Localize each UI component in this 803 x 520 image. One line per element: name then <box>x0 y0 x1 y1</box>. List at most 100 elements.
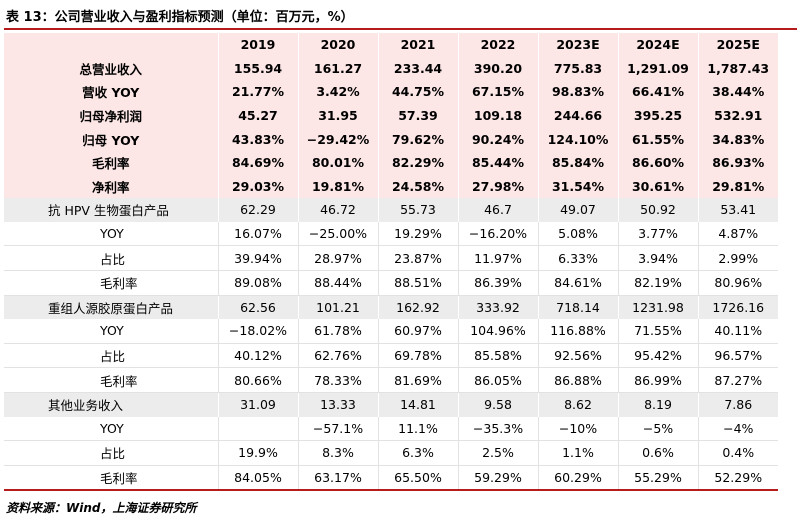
segment-detail-row: YOY 16.07% −25.00% 19.29% −16.20% 5.08% 3.77% 4… <box>4 221 778 247</box>
row-label: 净利率 <box>4 174 219 199</box>
row-label: 占比 <box>4 245 219 271</box>
segment-detail-row: 占比 39.94% 28.97% 23.87% 11.97% 6.33% 3.94% 2.99… <box>4 245 778 271</box>
forecast-table: 2019 2020 2021 2022 2023E 2024E 2025E 总营… <box>4 33 778 492</box>
table-cell: 40.12% <box>218 343 299 369</box>
table-cell: 85.84% <box>538 150 619 175</box>
table-cell: 0.4% <box>698 440 778 466</box>
header-cell: 2025E <box>698 33 778 57</box>
table-cell: 31.95 <box>298 103 379 128</box>
table-cell: 29.03% <box>218 174 299 199</box>
table-cell: 86.39% <box>458 270 539 296</box>
row-label: 毛利率 <box>4 150 219 175</box>
row-label: 毛利率 <box>4 367 219 393</box>
table-cell: 44.75% <box>378 80 459 104</box>
table-cell: 11.97% <box>458 245 539 271</box>
table-cell: 81.69% <box>378 367 459 393</box>
segment-row: 抗 HPV 生物蛋白产品 62.29 46.72 55.73 46.7 49.07 50.9… <box>4 198 778 222</box>
table-cell: 21.77% <box>218 80 299 104</box>
source-note: 资料来源：Wind，上海证券研究所 <box>6 501 197 515</box>
header-cell: 2022 <box>458 33 539 57</box>
table-cell: 1726.16 <box>698 295 778 320</box>
table-cell: 1,787.43 <box>698 56 778 81</box>
table-cell: 39.94% <box>218 245 299 271</box>
segment-detail-row: YOY −18.02% 61.78% 60.97% 104.96% 116.88% 71.5… <box>4 319 778 344</box>
table-cell: 13.33 <box>298 392 379 417</box>
summary-row: 总营业收入 155.94 161.27 233.44 390.20 775.83 1,291… <box>4 56 778 81</box>
table-cell: 161.27 <box>298 56 379 81</box>
table-cell: 86.99% <box>618 367 699 393</box>
table-cell: 2.99% <box>698 245 778 271</box>
table-cell: 60.29% <box>538 465 619 492</box>
row-label: 占比 <box>4 343 219 369</box>
table-cell: −16.20% <box>458 221 539 247</box>
table-cell: 98.83% <box>538 80 619 104</box>
table-cell: 8.3% <box>298 440 379 466</box>
row-label: 抗 HPV 生物蛋白产品 <box>4 198 219 222</box>
table-cell: 86.05% <box>458 367 539 393</box>
table-cell: 92.56% <box>538 343 619 369</box>
table-cell: 27.98% <box>458 174 539 199</box>
row-label: YOY <box>4 416 219 442</box>
segment-row: 其他业务收入 31.09 13.33 14.81 9.58 8.62 8.19 7.86 <box>4 392 778 417</box>
table-cell: −35.3% <box>458 416 539 442</box>
table-cell: 8.62 <box>538 392 619 417</box>
summary-row: 归母净利润 45.27 31.95 57.39 109.18 244.66 395.25 53… <box>4 103 778 128</box>
row-label: YOY <box>4 221 219 247</box>
header-cell <box>4 33 219 57</box>
segment-detail-row: 毛利率 89.08% 88.44% 88.51% 86.39% 84.61% 82.19% 8… <box>4 270 778 296</box>
table-cell: 155.94 <box>218 56 299 81</box>
table-cell: 1.1% <box>538 440 619 466</box>
table-cell: 6.33% <box>538 245 619 271</box>
table-cell: 49.07 <box>538 198 619 222</box>
segment-detail-row: YOY −57.1% 11.1% −35.3% −10% −5% −4% <box>4 416 778 442</box>
table-cell: −25.00% <box>298 221 379 247</box>
table-cell: 62.56 <box>218 295 299 320</box>
table-cell: 84.69% <box>218 150 299 175</box>
table-cell: 19.29% <box>378 221 459 247</box>
table-cell: 244.66 <box>538 103 619 128</box>
table-cell: 390.20 <box>458 56 539 81</box>
header-cell: 2024E <box>618 33 699 57</box>
table-cell: 55.29% <box>618 465 699 492</box>
table-cell: 96.57% <box>698 343 778 369</box>
table-cell: 80.66% <box>218 367 299 393</box>
table-cell: 30.61% <box>618 174 699 199</box>
table-cell: 31.09 <box>218 392 299 417</box>
table-cell: 82.29% <box>378 150 459 175</box>
table-cell: 29.81% <box>698 174 778 199</box>
table-cell: 38.44% <box>698 80 778 104</box>
header-row: 2019 2020 2021 2022 2023E 2024E 2025E <box>4 33 778 57</box>
row-label: 毛利率 <box>4 270 219 296</box>
row-label: 占比 <box>4 440 219 466</box>
table-cell: 3.42% <box>298 80 379 104</box>
table-cell: 95.42% <box>618 343 699 369</box>
table-cell: 23.87% <box>378 245 459 271</box>
table-cell: 333.92 <box>458 295 539 320</box>
table-cell: 59.29% <box>458 465 539 492</box>
table-cell: 50.92 <box>618 198 699 222</box>
row-label: 归母净利润 <box>4 103 219 128</box>
table-cell: 24.58% <box>378 174 459 199</box>
table-cell: 86.93% <box>698 150 778 175</box>
table-cell: 46.7 <box>458 198 539 222</box>
table-cell: −18.02% <box>218 319 299 344</box>
table-cell: 19.9% <box>218 440 299 466</box>
row-label: 归母 YOY <box>4 127 219 151</box>
table-cell: 101.21 <box>298 295 379 320</box>
table-cell: 55.73 <box>378 198 459 222</box>
table-cell: 52.29% <box>698 465 778 492</box>
table-cell: 3.77% <box>618 221 699 247</box>
table-cell: 0.6% <box>618 440 699 466</box>
table-cell: 80.01% <box>298 150 379 175</box>
table-cell: 62.76% <box>298 343 379 369</box>
table-cell: 62.29 <box>218 198 299 222</box>
table-cell: 233.44 <box>378 56 459 81</box>
table-cell: 19.81% <box>298 174 379 199</box>
table-cell: 88.51% <box>378 270 459 296</box>
table-cell: 116.88% <box>538 319 619 344</box>
table-cell: 43.83% <box>218 127 299 151</box>
table-cell: 104.96% <box>458 319 539 344</box>
table-cell: −5% <box>618 416 699 442</box>
table-cell: 14.81 <box>378 392 459 417</box>
table-cell: 46.72 <box>298 198 379 222</box>
